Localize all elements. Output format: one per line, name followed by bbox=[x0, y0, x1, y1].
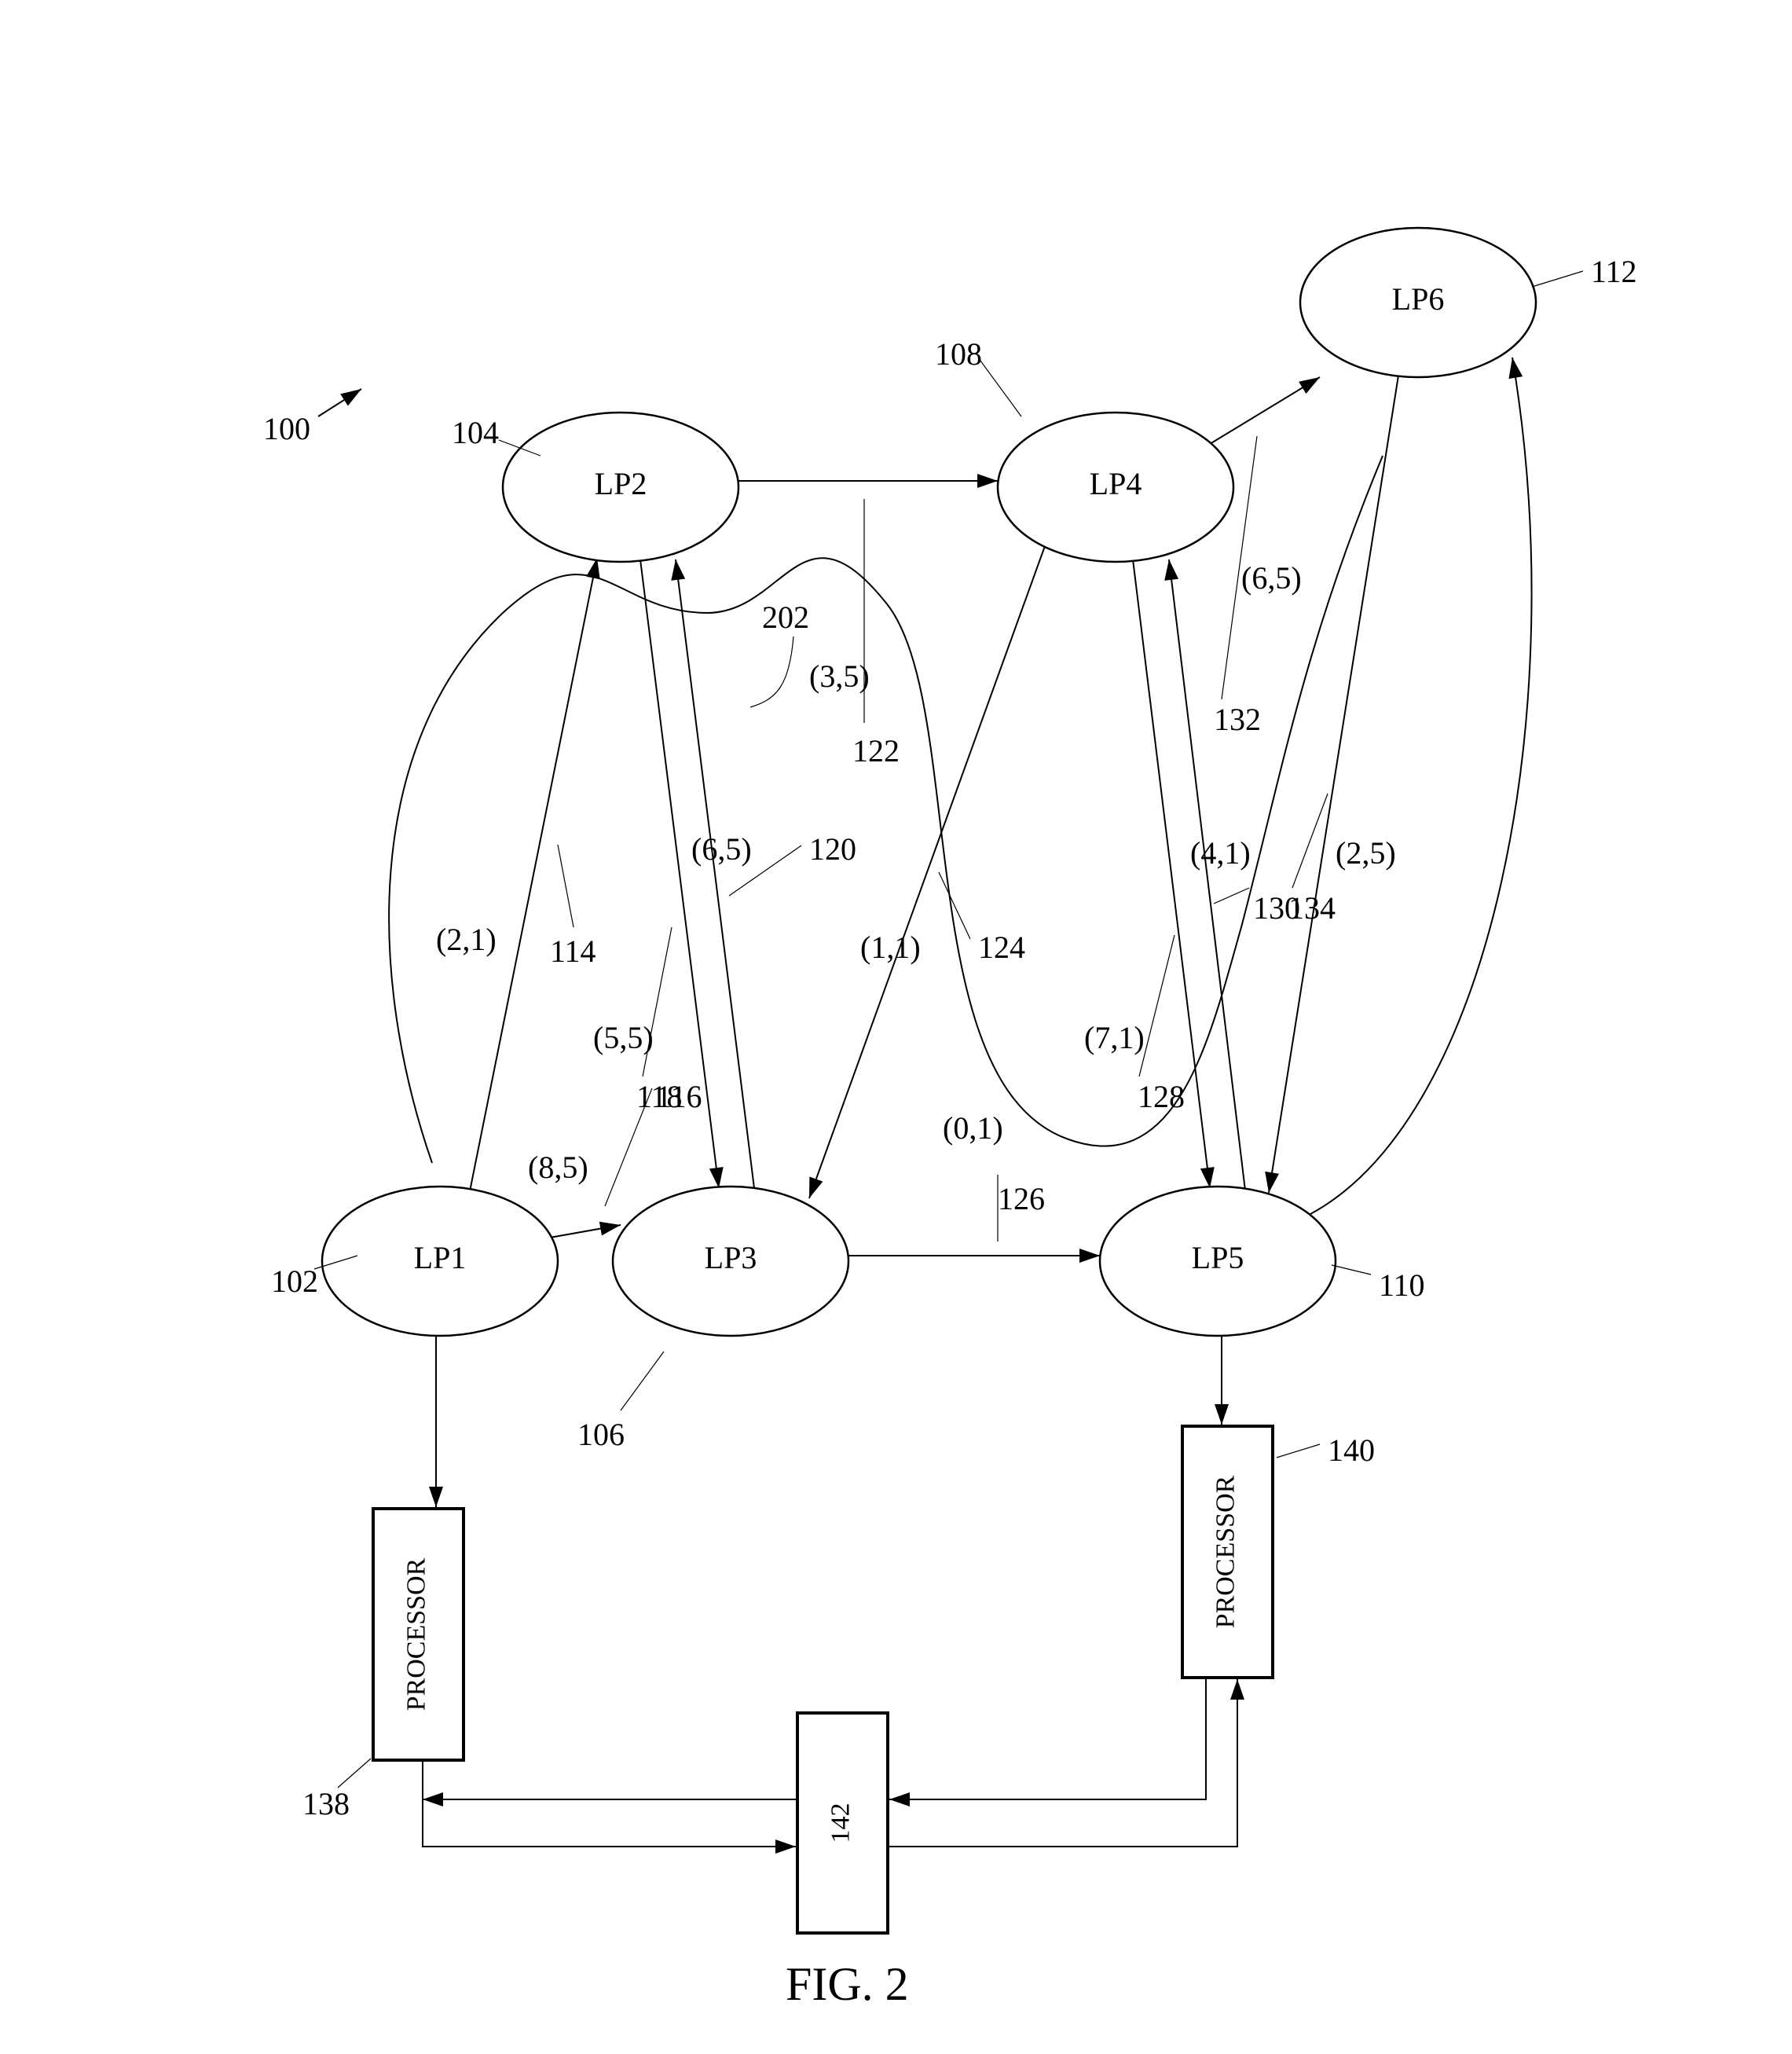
node-lp1-ref: 102 bbox=[271, 1264, 318, 1299]
edge-lp5_to_lp6_return bbox=[1310, 358, 1532, 1214]
edge-e124-ref: 124 bbox=[978, 930, 1025, 965]
box-proc138-label: PROCESSOR bbox=[401, 1557, 431, 1711]
edge-e134-pair: (2,5) bbox=[1336, 835, 1396, 871]
node-lp1-label: LP1 bbox=[414, 1240, 467, 1275]
node-lp4-ref-leader bbox=[978, 358, 1021, 416]
edge-e134-ref: 134 bbox=[1288, 890, 1336, 926]
connector-4 bbox=[888, 1679, 1237, 1847]
node-lp3-ref-leader bbox=[621, 1352, 664, 1410]
box-proc140-ref: 140 bbox=[1328, 1432, 1375, 1468]
node-lp6-ref: 112 bbox=[1591, 254, 1637, 289]
edge-e114-ref-leader bbox=[558, 845, 574, 927]
edge-e134-ref-leader bbox=[1292, 794, 1328, 888]
ref-100: 100 bbox=[263, 411, 310, 446]
edge-e114-ref: 114 bbox=[550, 933, 596, 969]
edge-e130-pair: (4,1) bbox=[1190, 835, 1251, 871]
partition-boundary bbox=[389, 456, 1383, 1163]
edge-e128-pair: (7,1) bbox=[1084, 1020, 1145, 1055]
node-lp2-ref: 104 bbox=[452, 415, 499, 450]
figure-label: FIG. 2 bbox=[786, 1958, 909, 2010]
edge-e118-ref-leader bbox=[643, 927, 672, 1077]
edge-e114 bbox=[470, 558, 597, 1191]
box-proc138-ref: 138 bbox=[302, 1786, 350, 1821]
node-lp2-label: LP2 bbox=[595, 466, 647, 501]
node-lp4-ref: 108 bbox=[935, 336, 982, 372]
edge-e122-pair: (3,5) bbox=[809, 658, 870, 694]
edge-e134 bbox=[1269, 376, 1398, 1193]
edge-e120-pair: (6,5) bbox=[691, 831, 752, 867]
ref-202: 202 bbox=[762, 600, 809, 635]
box-proc140-ref-leader bbox=[1277, 1444, 1320, 1458]
edge-e118-ref: 118 bbox=[636, 1079, 683, 1114]
edge-e118-pair: (5,5) bbox=[593, 1020, 654, 1055]
diagram-canvas: PROCESSOR PROCESSOR 142 LP1 LP2 LP3 LP4 LP5 LP6… bbox=[0, 0, 1792, 2054]
edge-e128-ref-leader bbox=[1139, 935, 1175, 1077]
node-lp3-label: LP3 bbox=[705, 1240, 757, 1275]
box-proc140-label: PROCESSOR bbox=[1211, 1475, 1240, 1628]
node-lp4-label: LP4 bbox=[1090, 466, 1142, 501]
node-lp6-label: LP6 bbox=[1392, 281, 1445, 317]
edge-e124-pair: (1,1) bbox=[860, 930, 921, 965]
node-lp3-ref: 106 bbox=[577, 1417, 625, 1452]
edge-e122-ref: 122 bbox=[852, 733, 900, 768]
ref-202-leader bbox=[750, 636, 793, 707]
edge-e124 bbox=[809, 546, 1045, 1198]
connector-5 bbox=[889, 1678, 1206, 1799]
edge-e116-pair: (8,5) bbox=[528, 1150, 588, 1185]
edge-e126-ref: 126 bbox=[998, 1181, 1045, 1216]
edge-e128-ref: 128 bbox=[1138, 1079, 1185, 1114]
box-box142-label: 142 bbox=[826, 1803, 855, 1843]
edge-e132-ref: 132 bbox=[1214, 702, 1261, 737]
edge-e130-ref-leader bbox=[1214, 888, 1249, 904]
edge-e132-pair: (6,5) bbox=[1241, 560, 1302, 596]
edge-e114-pair: (2,1) bbox=[436, 922, 497, 957]
node-lp5-ref-leader bbox=[1332, 1265, 1371, 1275]
connector-2 bbox=[423, 1760, 796, 1847]
edge-e126-pair: (0,1) bbox=[943, 1110, 1003, 1146]
node-lp5-ref: 110 bbox=[1379, 1267, 1425, 1303]
box-proc138-ref-leader bbox=[338, 1759, 371, 1788]
node-lp6-ref-leader bbox=[1532, 271, 1583, 287]
node-lp5-label: LP5 bbox=[1192, 1240, 1244, 1275]
edge-e120-ref: 120 bbox=[809, 831, 856, 867]
